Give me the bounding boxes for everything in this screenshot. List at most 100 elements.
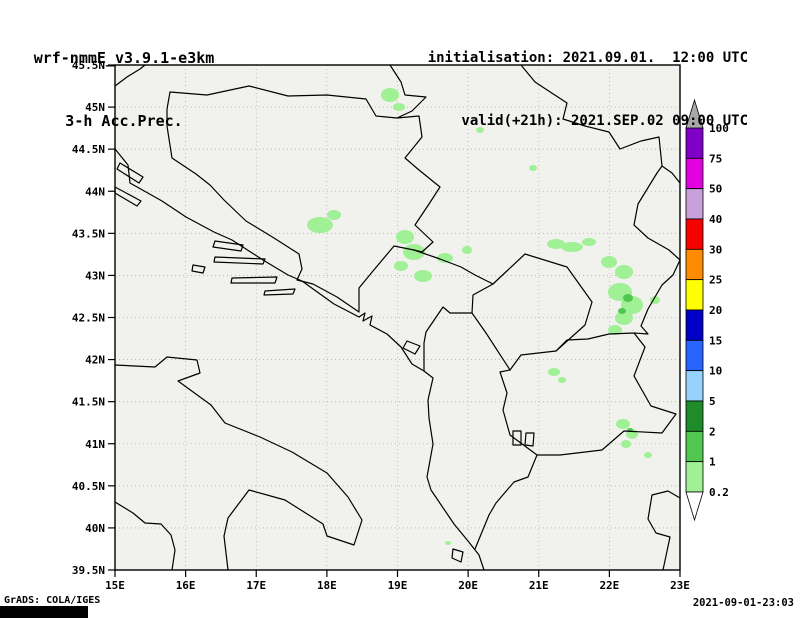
precip-patch [476,127,484,133]
precip-patch [403,244,425,260]
x-axis-label: 18E [317,579,337,592]
precip-patch [615,311,633,325]
colorbar-label: 10 [709,365,722,378]
precip-patch [414,270,432,282]
coastline-croatian-islands [114,162,296,296]
border-albania-macedonia-greece [474,259,681,550]
precip-patch [601,256,617,268]
precip-patch [558,377,566,383]
precipitation-layer [307,88,660,545]
initialisation-time: initialisation: 2021.09.01. 12:00 UTC [427,50,748,66]
model-title: wrf-nmmE_v3.9.1-e3km [33,49,215,67]
border-slovenia-croatia [114,64,146,87]
precip-patch [307,217,333,233]
colorbar-label: 40 [709,213,722,226]
colorbar-label: 30 [709,243,722,256]
precip-patch [437,253,453,263]
geography-layer [114,64,681,571]
colorbar-legend: 100 75 50 40 30 25 20 15 10 5 2 1 0.2 [685,98,729,522]
precip-patch [394,261,408,271]
precip-patch [327,210,341,220]
grads-credit: GrADS: COLA/IGES [4,595,101,606]
colorbar-band [685,370,704,402]
border-montenegro-serbia [413,249,494,285]
title-block: wrf-nmmE_v3.9.1-e3km 3-h Acc.Prec. [24,6,224,174]
coastline-corfu-and-lakes [402,340,535,563]
precip-patch [618,308,626,314]
y-axis-label: 41.5N [72,396,105,409]
bottom-black-bar [0,606,88,618]
y-axis-label: 44N [85,185,105,198]
y-axis-label: 42.5N [72,312,105,325]
colorbar-label: 50 [709,183,722,196]
colorbar-band [685,400,704,432]
y-axis-label: 43.5N [72,227,105,240]
colorbar-label: 2 [709,425,716,438]
border-serbia-croatia-danube [389,64,427,119]
precip-patch [561,242,583,252]
colorbar-band [685,188,704,220]
valid-time: valid(+21h): 2021.SEP.02 09:00 UTC [461,113,748,129]
colorbar-arrow-top [685,98,704,129]
precip-patch [396,230,414,244]
precip-patch [381,88,399,102]
precip-patch [616,419,630,429]
colorbar-label: 15 [709,334,722,347]
colorbar-band [685,339,704,372]
run-info-block: initialisation: 2021.09.01. 12:00 UTC va… [428,6,748,174]
coastline-greece-aegean [647,490,681,571]
border-serbia-romania-bulgaria [520,64,681,261]
y-axis-label: 42N [85,354,105,367]
coastline-italy [114,356,363,571]
precip-patch [621,440,631,448]
colorbar-label: 100 [709,122,729,135]
y-axis-label: 41N [85,438,105,451]
precip-patch [582,238,596,246]
x-axis-label: 15E [105,579,125,592]
colorbar-band [685,279,704,311]
y-axis-label: 43N [85,269,105,282]
y-axis-label: 44.5N [72,143,105,156]
border-bosnia [166,85,441,313]
colorbar-label: 25 [709,274,722,287]
colorbar-label: 75 [709,152,722,165]
y-axis-label: 39.5N [72,564,105,577]
x-axis-label: 21E [529,579,549,592]
colorbar-band [685,218,704,250]
precip-patch [615,265,633,279]
precip-patch [644,452,652,458]
border-montenegro-albania [423,306,473,372]
colorbar-band [685,461,704,493]
x-axis-label: 16E [176,579,196,592]
colorbar-band [685,430,704,463]
colorbar-band [685,248,704,281]
grid-layer [115,65,680,570]
creation-timestamp: 2021-09-01-23:03 [692,597,794,609]
colorbar-label: 1 [709,456,716,469]
x-axis-label: 23E [670,579,690,592]
precip-patch [623,294,633,302]
precip-patch [393,103,405,111]
precip-patch [548,368,560,376]
x-axis-label: 20E [458,579,478,592]
y-axis-label: 40.5N [72,480,105,493]
colorbar-label: 0.2 [709,486,729,499]
y-axis-label: 45.5N [72,59,105,72]
product-title: 3-h Acc.Prec. [65,112,183,130]
colorbar-label: 20 [709,304,722,317]
y-axis: 45.5N 45N 44.5N 44N 43.5N 43N 42.5N 42N 41.5N 41N… [72,59,115,577]
x-axis-label: 22E [599,579,619,592]
y-axis-label: 40N [85,522,105,535]
border-kosovo [471,253,593,371]
colorbar-band [685,309,704,341]
x-axis-label: 19E [388,579,408,592]
x-axis: 15E 16E 17E 18E 19E 20E 21E 22E 23E [105,570,690,592]
precip-patch [445,541,451,545]
precip-patch [608,325,622,335]
y-axis-label: 45N [85,101,105,114]
precip-patch [529,165,537,171]
colorbar-label: 5 [709,395,716,408]
colorbar-arrow-bottom [685,491,704,522]
